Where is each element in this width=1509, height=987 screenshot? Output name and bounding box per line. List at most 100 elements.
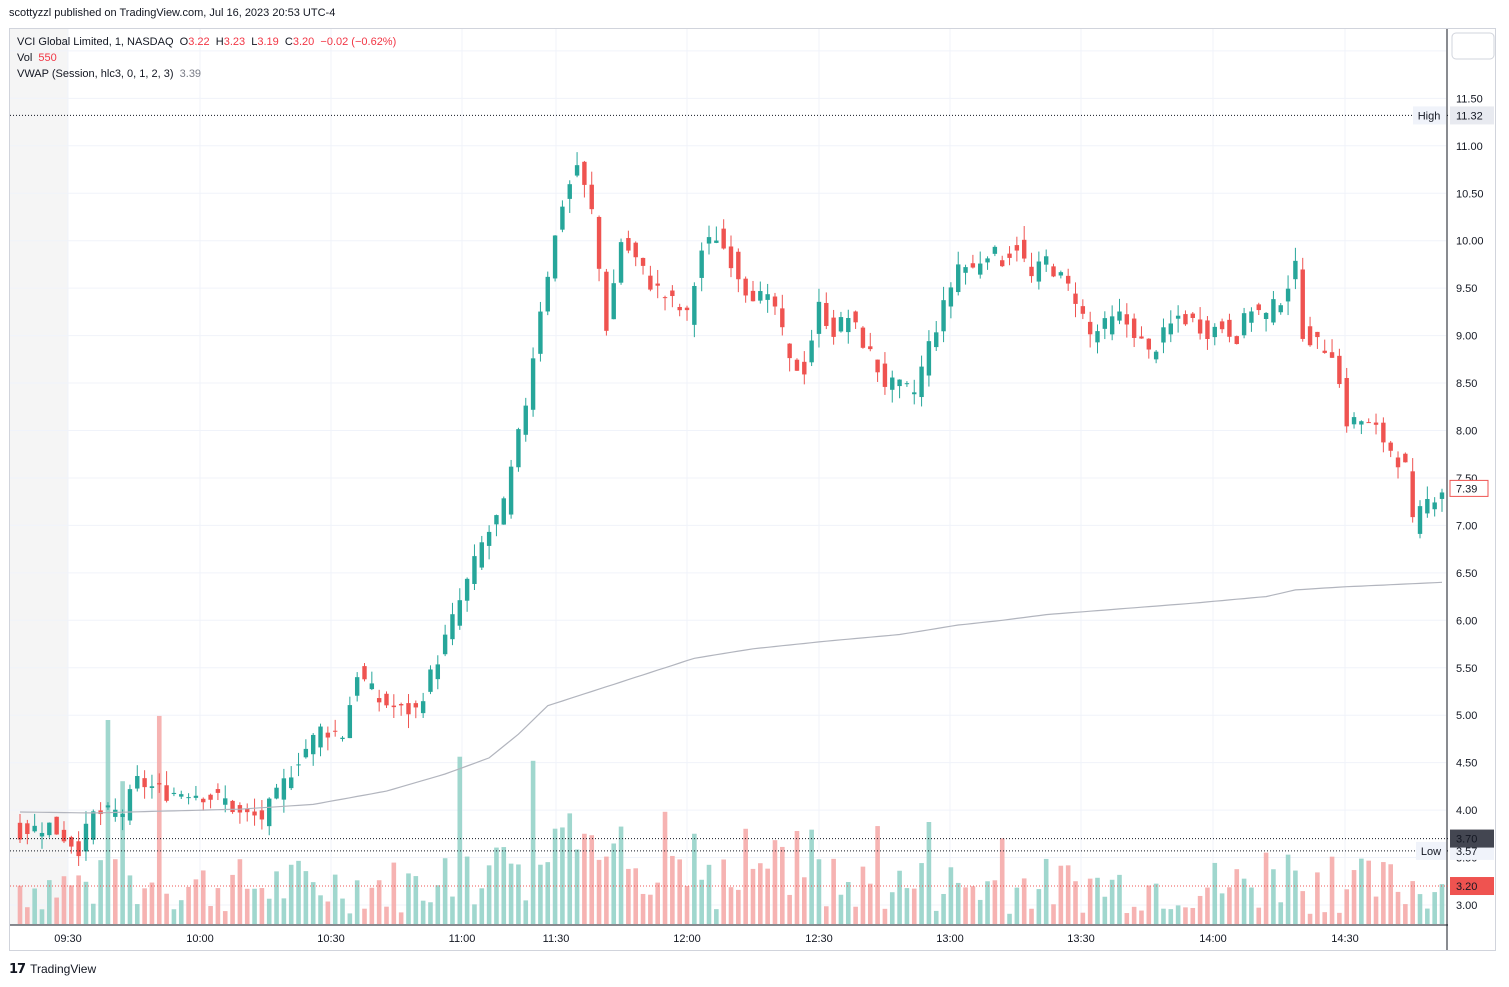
volume-bar	[1432, 892, 1437, 924]
candle-body	[1439, 492, 1445, 499]
candle-body	[560, 206, 565, 230]
volume-bar	[999, 838, 1005, 924]
candle-body	[831, 317, 836, 337]
candle-body	[1410, 471, 1415, 518]
high-value-box	[1450, 106, 1494, 125]
volume-bar	[772, 840, 778, 924]
volume-bar	[1425, 908, 1430, 924]
volume-bar	[303, 871, 309, 924]
volume-bar	[875, 826, 880, 924]
volume-bar	[853, 906, 858, 924]
candle-body	[1124, 314, 1130, 325]
candle-body	[875, 359, 880, 373]
volume-bar	[758, 863, 763, 924]
volume-bar	[860, 866, 866, 924]
vwap-marker-box	[1450, 829, 1494, 848]
volume-bar	[112, 859, 118, 924]
volume-label[interactable]: Vol	[17, 52, 33, 64]
volume-bar	[178, 900, 184, 924]
candle-body	[1190, 313, 1195, 318]
open-label: O	[179, 36, 189, 48]
volume-bar	[721, 859, 726, 924]
volume-bar	[670, 855, 675, 924]
volume-bar	[992, 880, 998, 924]
candle-body	[83, 823, 89, 852]
candle-body	[640, 257, 646, 266]
volume-bar	[692, 833, 697, 924]
candle-body	[699, 250, 704, 278]
volume-bar	[1373, 896, 1379, 924]
x-tick-label: 12:30	[805, 933, 833, 945]
candle-body	[985, 258, 990, 263]
candle-body	[127, 789, 133, 821]
candle-body	[384, 693, 389, 706]
volume-bar	[736, 889, 741, 924]
volume-bar	[17, 885, 23, 924]
candle-body	[758, 291, 763, 301]
volume-bar	[76, 875, 81, 924]
candle-body	[743, 278, 748, 296]
volume-bar	[347, 913, 353, 924]
volume-bar	[618, 826, 624, 924]
volume-bar	[90, 903, 96, 924]
candle-body	[420, 701, 426, 714]
tradingview-footer[interactable]: 𝟭𝟳 TradingView	[9, 961, 96, 977]
volume-bar	[1117, 874, 1122, 924]
volume-bar	[977, 899, 983, 924]
symbol-name[interactable]: VCI Global Limited, 1, NASDAQ	[17, 36, 174, 48]
candle-body	[787, 343, 792, 359]
candle-body	[230, 800, 235, 813]
candle-body	[215, 789, 221, 793]
candle-body	[1175, 315, 1181, 319]
x-tick-label: 10:30	[317, 933, 345, 945]
x-tick-label: 11:30	[543, 933, 570, 945]
volume-bar	[1175, 905, 1181, 924]
volume-bar	[1219, 893, 1225, 924]
candle-body	[186, 797, 191, 799]
volume-bar	[1065, 865, 1071, 924]
volume-bar	[1197, 895, 1203, 924]
volume-bar	[699, 879, 704, 924]
candle-body	[318, 726, 323, 748]
candle-body	[193, 795, 199, 798]
volume-bar	[442, 858, 448, 924]
volume-bar	[640, 893, 646, 924]
volume-bar	[801, 877, 807, 924]
premarket-shading	[10, 29, 68, 925]
volume-bar	[1153, 883, 1159, 924]
low-value: 3.19	[257, 36, 279, 48]
volume-bar	[1395, 891, 1401, 924]
volume-bar	[633, 868, 639, 924]
low-label: Low	[1421, 846, 1441, 858]
volume-bar	[911, 888, 917, 924]
candle-body	[1183, 314, 1188, 325]
y-tick-label: 7.00	[1456, 520, 1477, 532]
candle-body	[838, 317, 844, 332]
volume-bar	[1256, 907, 1262, 924]
volume-bar	[816, 859, 822, 924]
candle-body	[1285, 288, 1291, 302]
candle-body	[347, 705, 353, 739]
candle-body	[1073, 293, 1078, 304]
candle-body	[1315, 331, 1320, 338]
candle-body	[523, 405, 528, 435]
volume-bar	[134, 904, 140, 924]
vwap-label[interactable]: VWAP (Session, hlc3, 0, 1, 2, 3)	[17, 68, 174, 80]
y-tick-label: 6.00	[1456, 615, 1477, 627]
candle-body	[120, 813, 125, 817]
candle-body	[589, 184, 594, 210]
volume-bar	[1205, 887, 1210, 924]
volume-bar	[714, 909, 719, 924]
candle-body	[897, 379, 902, 387]
candle-body	[684, 307, 690, 311]
candle-body	[1043, 256, 1049, 265]
tradingview-logo-icon: 𝟭𝟳	[9, 961, 26, 976]
candle-body	[780, 308, 785, 328]
candle-body	[25, 823, 30, 834]
y-tick-label: 4.00	[1456, 805, 1477, 817]
candle-body	[1366, 422, 1371, 424]
volume-bar	[288, 864, 294, 924]
candle-body	[1256, 304, 1261, 311]
candle-body	[1425, 499, 1430, 514]
